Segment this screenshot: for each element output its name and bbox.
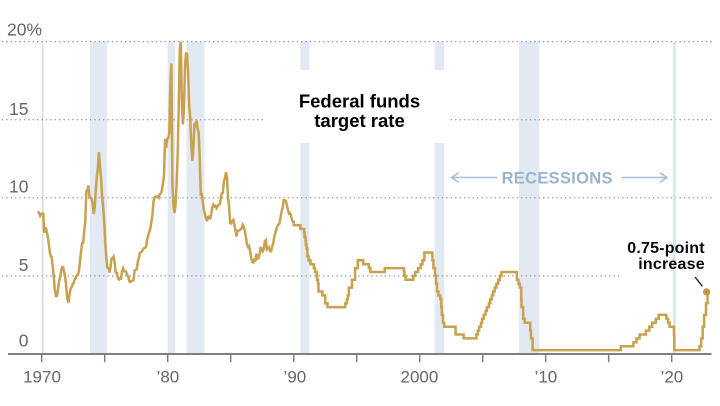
svg-text:’10: ’10 xyxy=(535,368,558,387)
svg-text:’80: ’80 xyxy=(157,368,180,387)
svg-text:increase: increase xyxy=(638,256,705,273)
svg-text:5: 5 xyxy=(19,255,29,275)
svg-text:Federal funds: Federal funds xyxy=(299,91,420,112)
svg-text:15: 15 xyxy=(9,99,28,119)
svg-text:10: 10 xyxy=(9,177,29,197)
svg-text:’20: ’20 xyxy=(661,368,684,387)
svg-text:20%: 20% xyxy=(7,19,42,39)
svg-text:0: 0 xyxy=(19,331,29,351)
svg-text:0.75-point: 0.75-point xyxy=(627,240,705,257)
svg-text:target rate: target rate xyxy=(314,110,404,131)
svg-text:RECESSIONS: RECESSIONS xyxy=(502,170,613,188)
svg-text:2000: 2000 xyxy=(400,368,438,387)
svg-text:1970: 1970 xyxy=(23,368,61,387)
svg-text:’90: ’90 xyxy=(284,368,307,387)
